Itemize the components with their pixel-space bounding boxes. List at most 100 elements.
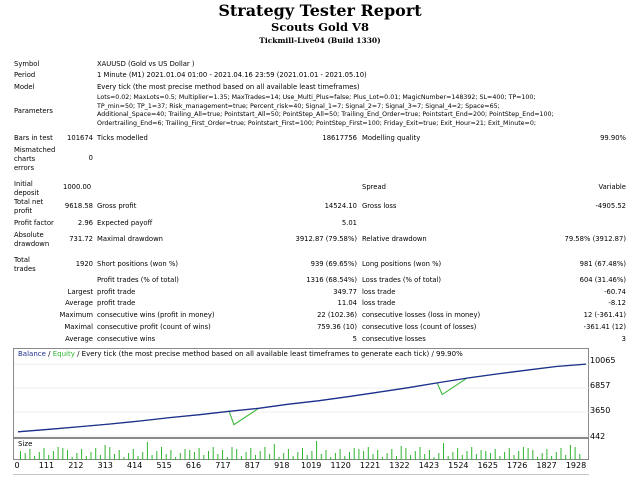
size-bar [560,448,562,460]
size-bar [179,453,181,460]
size-bar [226,457,228,460]
rel-drawdown-value: 79.58% (3912.87) [564,235,627,243]
size-bar [433,457,435,460]
x-tick-label: 918 [274,461,290,470]
size-bar [123,457,125,460]
mismatched-label: Mismatched charts errors [14,146,56,172]
profit-factor-value: 2.96 [77,219,93,227]
chart-legend: Balance / Equity / Every tick (the most … [18,350,463,359]
parameters-line: Ordertrailing_End=6; Trailing_First_Orde… [97,119,536,127]
quality-label: Modelling quality [362,134,421,142]
size-bar [485,451,487,460]
maximal-cons-loss-label: consecutive loss (count of losses) [362,323,477,331]
size-bar [34,456,36,460]
avg-cons-wins-label: consecutive wins [97,335,156,343]
size-bar [551,456,553,460]
size-bar [128,453,130,460]
maximal-cons-loss-value: -361.41 (12) [583,323,626,331]
parameters-line: Additional_Space=40; Trailing_All=true; … [97,111,554,118]
loss-trades-label: Loss trades (% of total) [362,276,442,284]
max-cons-wins-value: 22 (102.36) [317,311,357,319]
size-bar [292,456,294,460]
largest-loss-label: loss trade [362,288,396,296]
size-bar [85,456,87,460]
size-bar [156,451,158,460]
x-tick-label: 1120 [330,461,351,470]
size-bar [264,447,266,460]
short-positions-label: Short positions (won %) [97,260,178,268]
profit-trades-label: Profit trades (% of total) [97,276,179,284]
profit-factor-label: Profit factor [14,219,54,227]
size-bar [71,457,73,460]
total-trades-label: Total trades [14,256,36,273]
average-label: Average [65,299,93,307]
size-bar [504,452,506,460]
gross-profit-label: Gross profit [97,202,137,210]
x-tick-label: 1524 [448,461,469,470]
size-bar [532,450,534,460]
x-tick-label: 0 [14,461,20,470]
size-bar [132,449,134,460]
size-bar [231,447,233,460]
size-chart: Size [13,438,589,460]
size-bar [212,447,214,460]
long-positions-label: Long positions (won %) [362,260,442,268]
size-bar [57,447,59,460]
size-bar [579,454,581,460]
ticks-value: 18617756 [322,134,357,142]
size-bar [255,455,256,460]
size-plot [20,441,581,460]
ticks-label: Ticks modelled [97,134,148,142]
size-bar [95,448,97,460]
size-bar [250,448,252,460]
size-bar [537,457,538,460]
size-bar [555,452,557,460]
size-bar [565,455,567,460]
size-bar [38,452,40,460]
size-bar [269,454,271,460]
period-label: Period [14,71,36,79]
report-title: Strategy Tester Report [218,1,422,20]
max-cons-losses-value: 12 (-361.41) [583,311,626,319]
size-bar [245,452,247,460]
x-tick-label: 1625 [477,461,498,470]
size-bar [527,448,529,460]
y-tick-label: 6857 [590,381,611,390]
size-bar [367,447,369,460]
largest-loss-value: -60.74 [604,288,626,296]
mismatched-value: 0 [88,154,93,162]
x-tick-label: 414 [127,461,143,470]
size-bar [278,457,280,460]
net-profit-label: Total net profit [14,198,44,215]
total-trades-value: 1920 [75,260,93,268]
size-bar [76,453,78,460]
short-positions-value: 939 (69.65%) [310,260,357,268]
x-tick-label: 616 [185,461,202,470]
size-bar [447,456,449,460]
size-bar [339,449,341,460]
parameters-value: Lots=0.02; MaxLots=0.5; Multiplier=1.35;… [97,94,554,128]
size-bar [400,446,402,460]
max-drawdown-label: Maximal drawdown [97,235,163,243]
size-bar [20,451,21,460]
footer-strip [13,474,589,480]
size-bar [471,447,473,460]
x-tick-label: 111 [38,461,55,470]
model-value: Every tick (the most precise method base… [97,83,360,91]
size-bar [48,455,50,460]
x-tick-label: 1221 [359,461,381,470]
size-bar [344,456,346,460]
size-bar [466,451,468,460]
abs-drawdown-value: 731.72 [69,235,93,243]
size-bar [99,455,101,460]
size-bar [118,450,120,460]
max-cons-losses-label: consecutive losses (loss in money) [362,311,481,319]
size-bar [142,452,144,460]
spread-value: Variable [598,183,626,191]
expected-payoff-label: Expected payoff [97,219,153,227]
expected-payoff-value: 5.01 [341,219,357,227]
bars-label: Bars in test [14,134,53,142]
legend-separator: / [45,350,53,358]
maximal-cons-profit-value: 759.36 (10) [317,323,357,331]
size-bar [546,449,548,460]
